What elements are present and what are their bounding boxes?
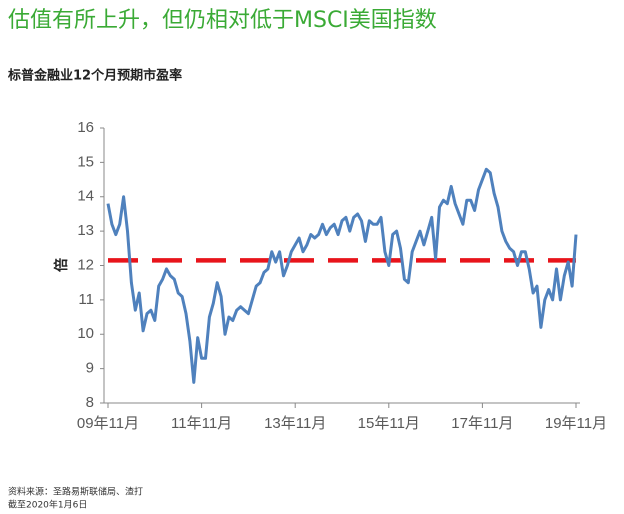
x-tick-label: 17年11月 xyxy=(451,415,513,432)
note: 截至2020年1月6日 xyxy=(8,499,87,511)
y-tick-label: 11 xyxy=(78,291,94,308)
y-axis-label: 倍 xyxy=(53,258,70,272)
x-tick-label: 09年11月 xyxy=(77,415,139,432)
y-tick-label: 13 xyxy=(77,222,94,239)
data-line xyxy=(106,167,578,384)
chart-subtitle: 标普金融业12个月预期市盈率 xyxy=(7,68,182,84)
x-tick-label: 15年11月 xyxy=(358,415,420,432)
y-tick-label: 15 xyxy=(77,153,94,170)
y-tick-label: 8 xyxy=(86,394,94,411)
x-tick-label: 11年11月 xyxy=(171,415,232,432)
y-tick-label: 12 xyxy=(77,256,94,273)
y-tick-label: 10 xyxy=(77,325,94,342)
x-tick-label: 19年11月 xyxy=(545,415,607,432)
y-tick-label: 16 xyxy=(77,119,94,136)
source: 资料来源：圣路易斯联储局、渣打 xyxy=(8,486,143,498)
y-tick-label: 14 xyxy=(77,188,94,205)
chart-title: 估值有所上升，但仍相对低于MSCI美国指数 xyxy=(8,8,437,33)
x-tick-label: 13年11月 xyxy=(264,415,326,432)
y-tick-label: 9 xyxy=(86,360,94,377)
